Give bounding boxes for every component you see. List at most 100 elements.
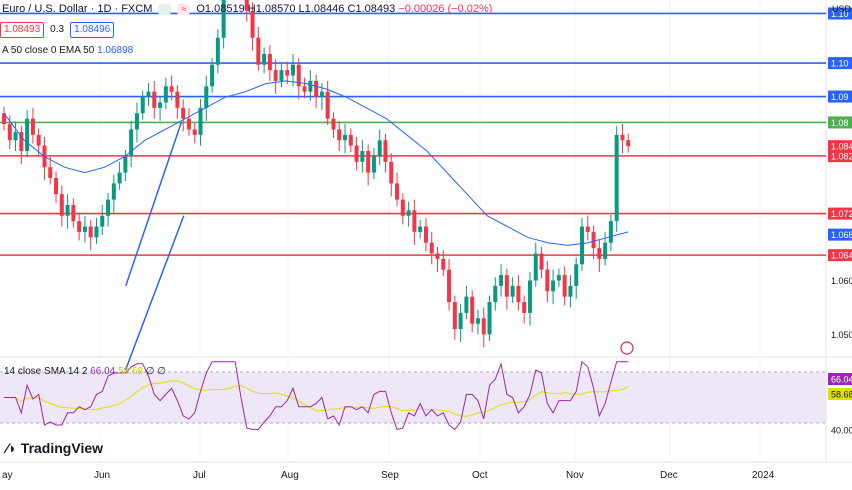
time-label: 2024 <box>752 470 775 481</box>
candle-body <box>337 129 342 141</box>
price-axis-label: 1.068 <box>831 230 852 240</box>
flash-icon <box>620 341 634 355</box>
rsi-value: 66.04 <box>90 366 116 377</box>
spread-value: 0.3 <box>50 24 65 35</box>
data-flag-icon[interactable]: ≈ <box>177 3 191 15</box>
candle-body <box>65 204 70 216</box>
candle-body <box>117 172 122 184</box>
candle-body <box>458 312 463 330</box>
rsi-line <box>4 360 629 431</box>
price-axis-tag <box>828 116 852 129</box>
high-value: 1.08570 <box>255 3 296 15</box>
price-axis-label: 1.060 <box>831 276 852 286</box>
candle-body <box>146 91 151 98</box>
price-axis-tag <box>828 207 852 220</box>
rsi-sma-line <box>4 380 629 417</box>
candle-body <box>210 64 215 87</box>
candle-body <box>499 275 504 286</box>
candle-body <box>36 134 41 146</box>
rsi-axis-label: 66.04 <box>831 375 852 385</box>
candle-body <box>400 199 405 216</box>
rsi-legend[interactable]: 14 close SMA 14 2 66.04 58.68 ∅ ∅ <box>4 365 166 379</box>
candle-body <box>59 194 64 216</box>
candle-body <box>481 318 486 335</box>
candle-body <box>487 302 492 335</box>
price-axis-tag <box>828 228 852 241</box>
symbol-title[interactable]: Euro / U.S. Dollar · 1D · FXCM <box>2 3 153 15</box>
ask-button[interactable]: 1.08496 <box>70 22 115 38</box>
candle-body <box>19 132 24 152</box>
candle-body <box>279 70 284 81</box>
price-axis-label: 1.084 <box>831 142 852 152</box>
price-axis-label: 1.10 <box>831 59 849 69</box>
candle-body <box>464 296 469 313</box>
candle-body <box>597 248 602 259</box>
price-axis-label: 1.082 <box>831 151 852 161</box>
candle-body <box>377 140 382 157</box>
candle-body <box>348 134 353 146</box>
price-axis-tag <box>828 7 852 20</box>
candle-body <box>545 269 550 292</box>
candle-body <box>585 226 590 232</box>
market-status-icon[interactable] <box>158 3 172 15</box>
ema-legend[interactable]: A 50 close 0 EMA 50 1.06898 <box>2 44 133 58</box>
candle-body <box>48 167 53 178</box>
candle-body <box>181 107 186 119</box>
rsi-sma-value: 58.68 <box>117 366 144 377</box>
channel-line-lower <box>125 215 185 370</box>
candle-body <box>452 302 457 330</box>
candle-body <box>470 296 475 324</box>
open-value: 1.08519 <box>204 3 245 15</box>
candle-body <box>152 91 157 108</box>
quote-panel: 1.08493 0.3 1.08496 <box>0 22 115 38</box>
candle-body <box>302 86 307 92</box>
price-axis-label: 1.072 <box>831 209 852 219</box>
bid-button[interactable]: 1.08493 <box>0 22 45 38</box>
price-axis-tag <box>828 140 852 153</box>
symbol-legend: Euro / U.S. Dollar · 1D · FXCM ≈ O1.0851… <box>2 2 492 16</box>
candle-body <box>441 258 446 270</box>
candle-body <box>221 0 226 38</box>
time-label: Aug <box>281 470 299 481</box>
candle-body <box>475 318 480 324</box>
candle-body <box>204 86 209 108</box>
change-value: −0.00026 (−0.02%) <box>398 3 493 15</box>
price-axis-label: 1.050 <box>831 330 852 340</box>
candle-body <box>30 118 35 135</box>
candle-body <box>262 53 267 65</box>
candle-body <box>429 242 434 254</box>
candle-body <box>314 80 319 98</box>
candle-body <box>418 226 423 232</box>
candle-body <box>383 140 388 162</box>
candle-body <box>134 113 139 130</box>
tradingview-logo-icon: ⁄◗ <box>6 440 17 456</box>
candle-body <box>343 134 348 141</box>
candle-body <box>423 226 428 243</box>
candle-body <box>562 275 567 297</box>
candle-body <box>256 37 261 65</box>
candle-body <box>186 118 191 130</box>
candle-body <box>308 80 313 92</box>
price-axis-tag <box>828 90 852 103</box>
rsi-axis-label: 58.68 <box>831 390 852 400</box>
ema-50-line <box>3 80 629 246</box>
tradingview-logo[interactable]: ⁄◗ TradingView <box>6 440 103 456</box>
price-axis-tag <box>828 149 852 162</box>
candle-body <box>169 86 174 92</box>
currency-label[interactable]: USD <box>832 4 852 14</box>
rsi-axis-tag <box>828 388 852 400</box>
candle-body <box>192 129 197 135</box>
time-label: Sep <box>381 470 399 481</box>
candle-body <box>13 132 18 141</box>
candle-body <box>158 102 163 108</box>
time-label: Jun <box>94 470 111 481</box>
time-label: Jul <box>193 470 206 481</box>
candle-body <box>94 226 99 238</box>
candle-body <box>325 91 330 119</box>
time-label: Nov <box>566 470 584 481</box>
candle-body <box>319 91 324 98</box>
candle-body <box>296 64 301 87</box>
rsi-label: 14 close SMA 14 2 <box>4 366 88 377</box>
